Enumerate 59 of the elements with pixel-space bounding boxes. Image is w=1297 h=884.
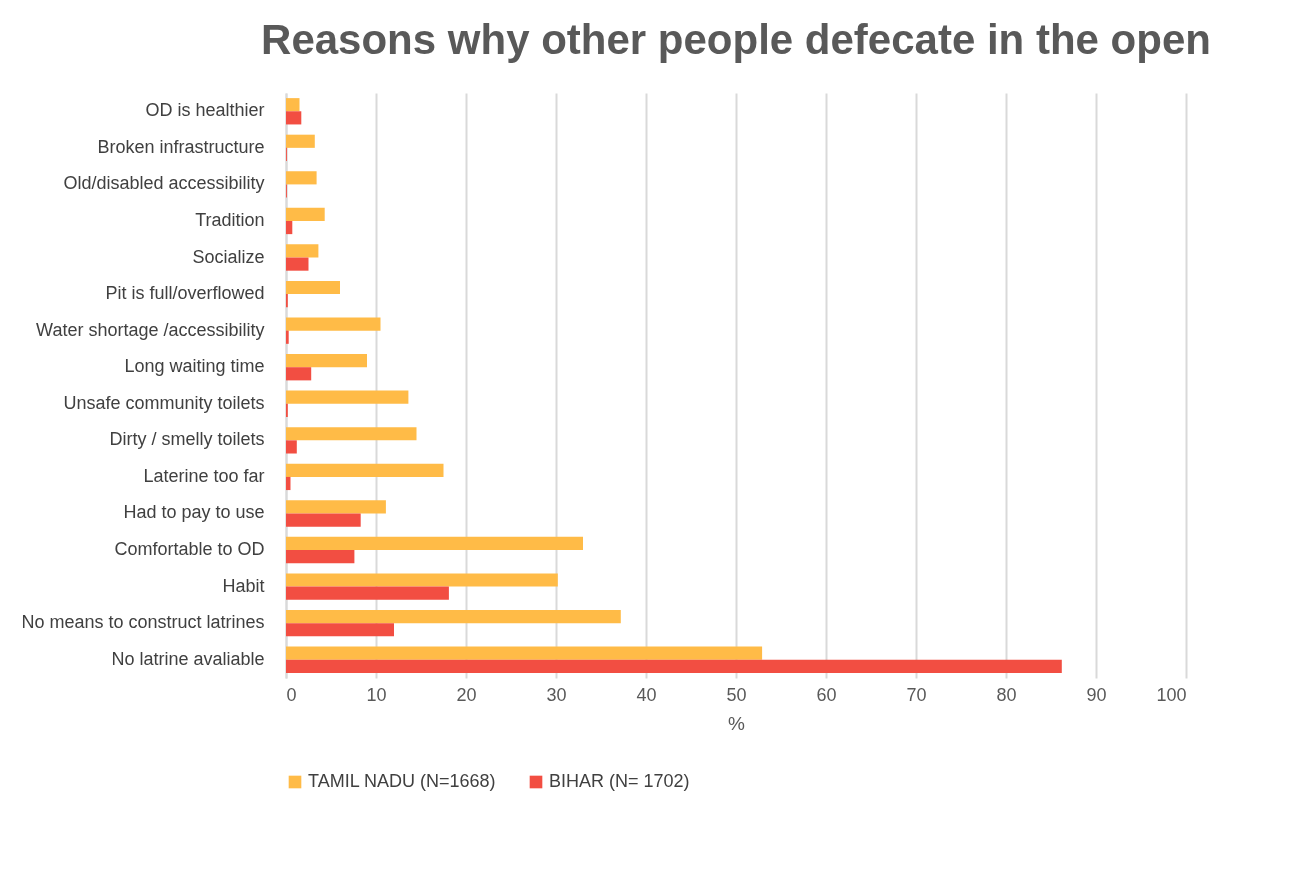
- x-tick-label: 70: [906, 684, 927, 705]
- bar: [286, 220, 293, 235]
- y-tick-label: Pit is full/overflowed: [105, 283, 265, 304]
- y-tick-label: Long waiting time: [124, 356, 265, 377]
- y-tick-label: Old/disabled accessibility: [63, 173, 265, 194]
- bar: [286, 207, 325, 221]
- y-tick-label: Socialize: [192, 246, 265, 267]
- bar: [286, 98, 300, 112]
- y-tick-label: Habit: [222, 575, 265, 596]
- bar: [286, 330, 289, 344]
- bar: [286, 659, 1062, 673]
- y-tick-label: No latrine avaliable: [111, 648, 265, 669]
- y-tick-label: Broken infrastructure: [97, 136, 265, 157]
- chart-title: Reasons why other people defecate in the open: [261, 16, 1211, 63]
- x-axis-title: %: [728, 712, 746, 734]
- bar: [286, 280, 340, 295]
- legend-label: BIHAR (N= 1702): [549, 771, 690, 791]
- x-tick-label: 50: [726, 684, 747, 705]
- bar: [286, 536, 583, 551]
- x-tick-label: 0: [286, 684, 297, 705]
- bar: [286, 111, 302, 125]
- y-tick-label: Tradition: [195, 209, 265, 230]
- x-tick-label: 10: [366, 684, 387, 705]
- x-tick-label: 100: [1156, 684, 1187, 705]
- bar: [286, 367, 312, 381]
- bar: [286, 171, 317, 185]
- bar: [286, 427, 417, 441]
- x-tick-label: 90: [1086, 684, 1107, 705]
- legend-label: TAMIL NADU (N=1668): [308, 771, 496, 791]
- bar: [286, 440, 297, 454]
- bar: [286, 586, 449, 600]
- bar: [286, 609, 621, 624]
- bar: [286, 513, 361, 527]
- bar: [286, 354, 367, 368]
- bar: [286, 244, 319, 258]
- y-tick-label: Water shortage /accessibility: [36, 319, 265, 340]
- x-tick-label: 30: [546, 684, 567, 705]
- x-tick-label: 40: [636, 684, 657, 705]
- bar: [286, 257, 309, 271]
- bar: [286, 573, 558, 587]
- bar: [286, 500, 386, 514]
- y-tick-label: Laterine too far: [143, 465, 265, 486]
- bar: [286, 317, 381, 331]
- y-tick-label: Unsafe community toilets: [63, 392, 265, 413]
- x-tick-label: 80: [996, 684, 1017, 705]
- bar: [286, 390, 409, 404]
- bar: [286, 476, 291, 491]
- y-tick-label: Had to pay to use: [123, 502, 265, 523]
- y-tick-label: Dirty / smelly toilets: [109, 429, 265, 450]
- bar: [286, 550, 355, 564]
- x-tick-label: 20: [456, 684, 477, 705]
- bar: [286, 646, 763, 660]
- y-tick-label: Comfortable to OD: [114, 539, 265, 560]
- bar: [286, 623, 394, 637]
- bar: [286, 463, 444, 477]
- x-tick-label: 60: [816, 684, 837, 705]
- y-tick-label: OD is healthier: [145, 100, 265, 121]
- y-tick-label: No means to construct latrines: [21, 612, 265, 633]
- bar: [286, 134, 315, 148]
